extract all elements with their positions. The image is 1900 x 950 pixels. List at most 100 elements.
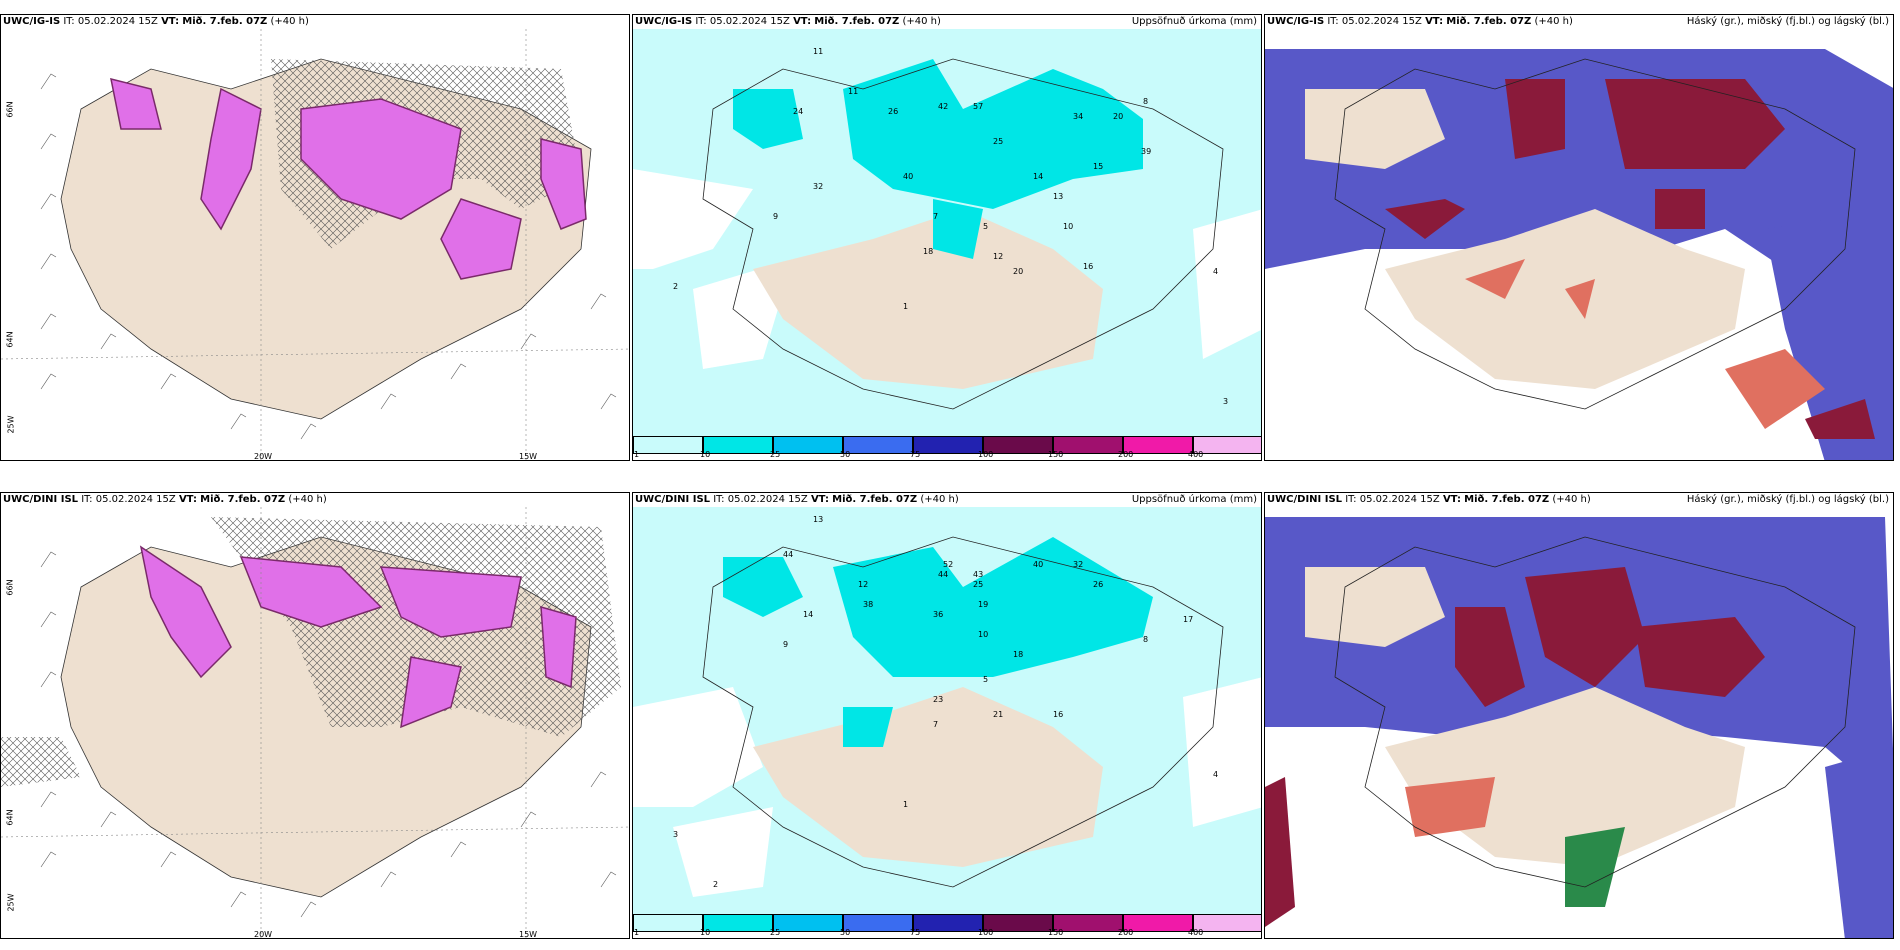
cb-box-4 <box>843 914 913 932</box>
svg-text:15: 15 <box>1093 162 1103 171</box>
svg-text:16: 16 <box>1083 262 1093 271</box>
cb-label: 10 <box>700 450 711 459</box>
iceland-coast <box>1334 536 1856 888</box>
iceland-coast <box>702 58 1224 410</box>
cb-box-3 <box>773 914 843 932</box>
svg-text:20: 20 <box>1013 267 1023 276</box>
svg-text:14: 14 <box>803 610 813 619</box>
svg-text:10: 10 <box>1063 222 1073 231</box>
cb-box-5 <box>913 914 983 932</box>
cb-label: 50 <box>840 928 851 937</box>
cb-label: 100 <box>978 928 994 937</box>
panel-clouds-dini: UWC/DINI ISL IT: 05.02.2024 15Z VT: Mið.… <box>1264 492 1894 939</box>
panel-title: UWC/DINI ISL IT: 05.02.2024 15Z VT: Mið.… <box>3 494 327 505</box>
svg-text:21: 21 <box>993 710 1003 719</box>
svg-text:1: 1 <box>903 800 908 809</box>
svg-text:13: 13 <box>813 515 823 524</box>
panel-precip-igis: UWC/IG-IS IT: 05.02.2024 15Z VT: Mið. 7.… <box>632 14 1262 461</box>
cb-label: 200 <box>1118 450 1134 459</box>
svg-text:25: 25 <box>993 137 1003 146</box>
snow-band-5 <box>540 138 587 230</box>
cb-box-6 <box>983 436 1053 454</box>
lon-20w-label: 20W <box>254 452 273 461</box>
svg-text:39: 39 <box>1141 147 1151 156</box>
cb-box-7 <box>1053 914 1123 932</box>
snow-band-3 <box>440 198 522 280</box>
svg-text:18: 18 <box>1013 650 1023 659</box>
cb-box-1 <box>633 914 703 932</box>
cb-box-9 <box>1193 436 1261 454</box>
svg-text:36: 36 <box>933 610 943 619</box>
iceland-land <box>1385 209 1745 389</box>
panel-wind-snow-igis: UWC/IG-IS IT: 05.02.2024 15Z VT: Mið. 7.… <box>0 14 630 461</box>
svg-text:4: 4 <box>1213 267 1218 276</box>
svg-text:25: 25 <box>973 580 983 589</box>
svg-text:7: 7 <box>933 212 938 221</box>
precip-values-group: 11 11 26 24 42 57 34 20 39 15 32 40 25 1… <box>673 47 1228 406</box>
snow-band-2 <box>300 98 462 220</box>
wind-snow-map <box>1 29 629 460</box>
snow-band-4 <box>400 656 462 729</box>
snow-band-5 <box>540 605 577 689</box>
lat-66n-label: 66N <box>5 579 15 596</box>
cb-label: 75 <box>910 928 921 937</box>
precip-colorbar: 1 10 25 50 75 100 150 200 400 <box>633 434 1261 460</box>
cb-label: 400 <box>1188 450 1204 459</box>
cb-box-9 <box>1193 914 1261 932</box>
cb-label: 100 <box>978 450 994 459</box>
svg-text:5: 5 <box>983 675 988 684</box>
panel-variable-label: Uppsöfnuð úrkoma (mm) <box>1131 494 1257 505</box>
svg-text:32: 32 <box>813 182 823 191</box>
svg-text:52: 52 <box>943 560 953 569</box>
svg-text:34: 34 <box>1073 112 1083 121</box>
lon-25w-label: 25W <box>6 893 16 912</box>
panel-title: UWC/DINI ISL IT: 05.02.2024 15Z VT: Mið.… <box>635 494 959 505</box>
svg-text:16: 16 <box>1053 710 1063 719</box>
lat-64n-label: 64N <box>5 331 15 348</box>
lat-66n-label: 66N <box>5 101 15 118</box>
panel-wind-snow-dini: UWC/DINI ISL IT: 05.02.2024 15Z VT: Mið.… <box>0 492 630 939</box>
svg-text:32: 32 <box>1073 560 1083 569</box>
hatch-region-southwest <box>1 737 81 787</box>
panel-clouds-igis: UWC/IG-IS IT: 05.02.2024 15Z VT: Mið. 7.… <box>1264 14 1894 461</box>
svg-text:9: 9 <box>783 640 788 649</box>
cb-label: 25 <box>770 450 781 459</box>
iceland-coast <box>702 536 1224 888</box>
cb-box-5 <box>913 436 983 454</box>
lat-64n-label: 64N <box>5 809 15 826</box>
iceland-land <box>753 209 1103 389</box>
svg-text:9: 9 <box>773 212 778 221</box>
svg-text:44: 44 <box>938 570 948 579</box>
cloud-map <box>1265 29 1893 460</box>
panel-title: UWC/IG-IS IT: 05.02.2024 15Z VT: Mið. 7.… <box>635 16 941 27</box>
svg-text:38: 38 <box>863 600 873 609</box>
svg-text:18: 18 <box>923 247 933 256</box>
wind-barbs <box>40 551 617 918</box>
cb-label: 150 <box>1048 928 1064 937</box>
cb-box-6 <box>983 914 1053 932</box>
cb-box-8 <box>1123 914 1193 932</box>
svg-text:14: 14 <box>1033 172 1043 181</box>
svg-text:12: 12 <box>858 580 868 589</box>
svg-text:40: 40 <box>903 172 913 181</box>
lon-20w-label: 20W <box>254 930 273 939</box>
svg-text:11: 11 <box>848 87 858 96</box>
iceland-land <box>753 687 1103 867</box>
panel-variable-label: Háský (gr.), miðský (fj.bl.) og lágský (… <box>1686 494 1889 505</box>
snow-band-2 <box>239 556 383 628</box>
svg-text:1: 1 <box>903 302 908 311</box>
svg-text:44: 44 <box>783 550 793 559</box>
svg-text:2: 2 <box>713 880 718 889</box>
lon-15w-label: 15W <box>519 930 538 939</box>
svg-text:42: 42 <box>938 102 948 111</box>
svg-text:8: 8 <box>1143 97 1148 106</box>
snow-band-1 <box>139 545 232 679</box>
precip-colorbar: 1 10 25 50 75 100 150 200 400 <box>633 912 1261 938</box>
svg-text:7: 7 <box>933 720 938 729</box>
svg-text:57: 57 <box>973 102 983 111</box>
svg-text:43: 43 <box>973 570 983 579</box>
cb-label: 1 <box>634 928 640 937</box>
cb-label: 200 <box>1118 928 1134 937</box>
svg-text:40: 40 <box>1033 560 1043 569</box>
iceland-coast <box>1334 58 1856 410</box>
